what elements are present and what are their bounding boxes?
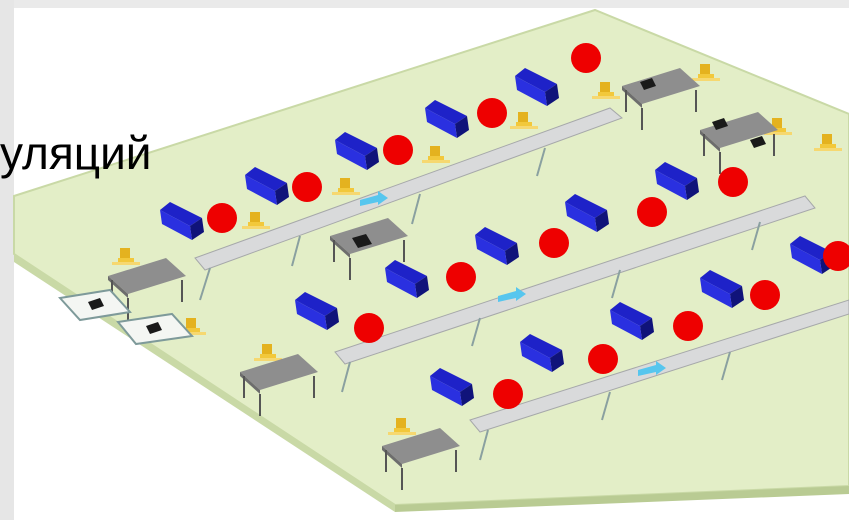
marker [493, 379, 523, 409]
conveyor-row-2 [334, 195, 816, 365]
marker [718, 167, 748, 197]
marker [673, 311, 703, 341]
arrow-icon [360, 191, 666, 376]
marker [588, 344, 618, 374]
marker [637, 197, 667, 227]
conveyor-row-1 [194, 107, 623, 271]
marker [477, 98, 507, 128]
marker [571, 43, 601, 73]
marker [207, 203, 237, 233]
marker [823, 241, 849, 271]
monitor-icon [88, 78, 766, 334]
marker [446, 262, 476, 292]
slide-title-fragment: уляций [0, 127, 152, 179]
floor-edge [395, 486, 849, 512]
marker [354, 313, 384, 343]
window-top-border [0, 0, 849, 8]
window-left-border [0, 0, 14, 520]
floor-edge [14, 254, 395, 512]
operator-markers [207, 43, 849, 409]
marker [292, 172, 322, 202]
marker [750, 280, 780, 310]
marker [539, 228, 569, 258]
marker [383, 135, 413, 165]
